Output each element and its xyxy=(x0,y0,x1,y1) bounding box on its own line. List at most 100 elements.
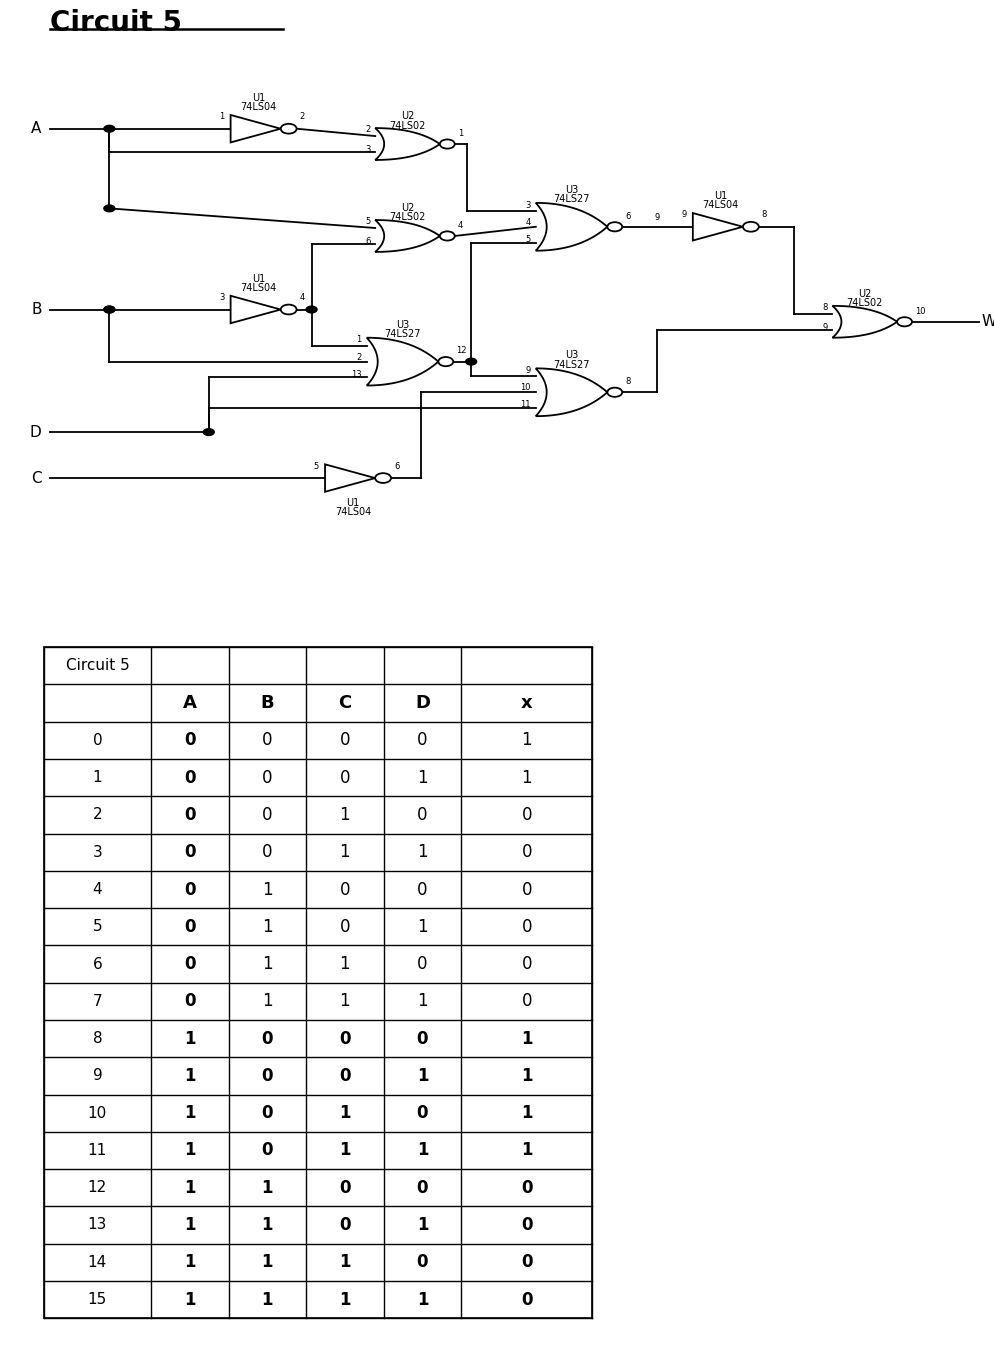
Polygon shape xyxy=(536,368,607,417)
Text: 74LS04: 74LS04 xyxy=(241,102,276,112)
Text: 0: 0 xyxy=(416,1030,428,1047)
Circle shape xyxy=(743,222,758,232)
Text: 6: 6 xyxy=(394,462,400,471)
Text: 0: 0 xyxy=(340,768,350,787)
Circle shape xyxy=(104,306,115,313)
Text: 1: 1 xyxy=(339,1105,351,1122)
Text: 0: 0 xyxy=(262,768,272,787)
Text: 8: 8 xyxy=(761,210,767,219)
Text: Circuit 5: Circuit 5 xyxy=(66,658,129,673)
Text: 1: 1 xyxy=(339,1253,351,1271)
Text: U1: U1 xyxy=(251,274,265,283)
Text: 0: 0 xyxy=(262,806,272,824)
Text: 14: 14 xyxy=(87,1254,107,1269)
Text: U2: U2 xyxy=(401,112,414,121)
Polygon shape xyxy=(693,212,743,241)
Text: 1: 1 xyxy=(521,1141,533,1159)
Text: 0: 0 xyxy=(262,731,272,749)
Text: C: C xyxy=(338,695,352,712)
Text: 1: 1 xyxy=(521,1105,533,1122)
Text: 5: 5 xyxy=(92,919,102,934)
Text: B: B xyxy=(31,302,42,317)
Text: A: A xyxy=(183,695,197,712)
Text: 4: 4 xyxy=(458,221,463,230)
Text: 0: 0 xyxy=(417,880,427,899)
Text: 10: 10 xyxy=(520,383,531,392)
Text: 1: 1 xyxy=(184,1178,196,1197)
Text: C: C xyxy=(31,470,42,486)
Text: 0: 0 xyxy=(522,843,532,861)
Circle shape xyxy=(104,306,115,313)
Text: U2: U2 xyxy=(401,203,414,214)
Text: 13: 13 xyxy=(87,1218,107,1233)
Text: 74LS27: 74LS27 xyxy=(385,330,420,339)
Text: 0: 0 xyxy=(184,768,196,787)
Text: 1: 1 xyxy=(184,1216,196,1234)
Text: 0: 0 xyxy=(522,806,532,824)
Text: 11: 11 xyxy=(520,400,531,410)
Text: U1: U1 xyxy=(251,93,265,104)
Text: 0: 0 xyxy=(184,993,196,1011)
Circle shape xyxy=(440,232,455,241)
Text: 74LS27: 74LS27 xyxy=(554,360,589,369)
Text: 8: 8 xyxy=(625,377,630,387)
Text: 12: 12 xyxy=(456,346,467,355)
Text: 74LS02: 74LS02 xyxy=(390,121,425,131)
Text: 1: 1 xyxy=(416,1066,428,1086)
Text: 1: 1 xyxy=(184,1141,196,1159)
Text: 74LS04: 74LS04 xyxy=(241,283,276,293)
Circle shape xyxy=(897,317,912,327)
Text: 3: 3 xyxy=(365,144,370,154)
Text: U3: U3 xyxy=(565,185,579,195)
Text: 3: 3 xyxy=(526,200,531,210)
Text: D: D xyxy=(414,695,430,712)
Text: 13: 13 xyxy=(351,369,362,379)
Circle shape xyxy=(466,358,477,365)
Text: 0: 0 xyxy=(521,1216,533,1234)
Polygon shape xyxy=(231,296,280,323)
Text: U3: U3 xyxy=(565,350,579,361)
Text: 4: 4 xyxy=(526,218,531,226)
Text: 1: 1 xyxy=(521,1030,533,1047)
Text: 1: 1 xyxy=(340,955,350,972)
Text: A: A xyxy=(32,121,42,136)
Text: 1: 1 xyxy=(416,1291,428,1309)
Text: 1: 1 xyxy=(416,1216,428,1234)
Text: 0: 0 xyxy=(261,1105,273,1122)
Text: 0: 0 xyxy=(339,1066,351,1086)
Polygon shape xyxy=(833,306,897,338)
Text: 0: 0 xyxy=(184,880,196,899)
Text: 9: 9 xyxy=(655,212,660,222)
Text: 1: 1 xyxy=(340,843,350,861)
Text: 74LS04: 74LS04 xyxy=(335,507,371,516)
Text: 0: 0 xyxy=(521,1178,533,1197)
Polygon shape xyxy=(376,221,440,252)
Text: 9: 9 xyxy=(822,323,827,331)
Text: U1: U1 xyxy=(346,497,360,508)
Text: 1: 1 xyxy=(339,1291,351,1309)
Polygon shape xyxy=(325,464,375,492)
Text: 1: 1 xyxy=(340,806,350,824)
Text: 0: 0 xyxy=(261,1141,273,1159)
Text: 0: 0 xyxy=(184,731,196,749)
Circle shape xyxy=(375,473,391,484)
Polygon shape xyxy=(367,338,438,385)
Text: 1: 1 xyxy=(417,843,427,861)
Text: 1: 1 xyxy=(261,1216,273,1234)
Circle shape xyxy=(204,429,215,436)
Text: 1: 1 xyxy=(184,1105,196,1122)
Text: 2: 2 xyxy=(92,808,102,823)
Text: B: B xyxy=(260,695,274,712)
Text: 0: 0 xyxy=(340,918,350,936)
Circle shape xyxy=(607,388,622,396)
Text: x: x xyxy=(521,695,533,712)
Circle shape xyxy=(280,305,296,315)
Text: 1: 1 xyxy=(262,918,272,936)
Text: 0: 0 xyxy=(340,880,350,899)
Text: 1: 1 xyxy=(184,1030,196,1047)
Text: 1: 1 xyxy=(521,1066,533,1086)
Text: 10: 10 xyxy=(87,1106,107,1121)
Text: 1: 1 xyxy=(220,112,225,121)
Text: 5: 5 xyxy=(365,217,370,226)
Text: 9: 9 xyxy=(526,366,531,375)
